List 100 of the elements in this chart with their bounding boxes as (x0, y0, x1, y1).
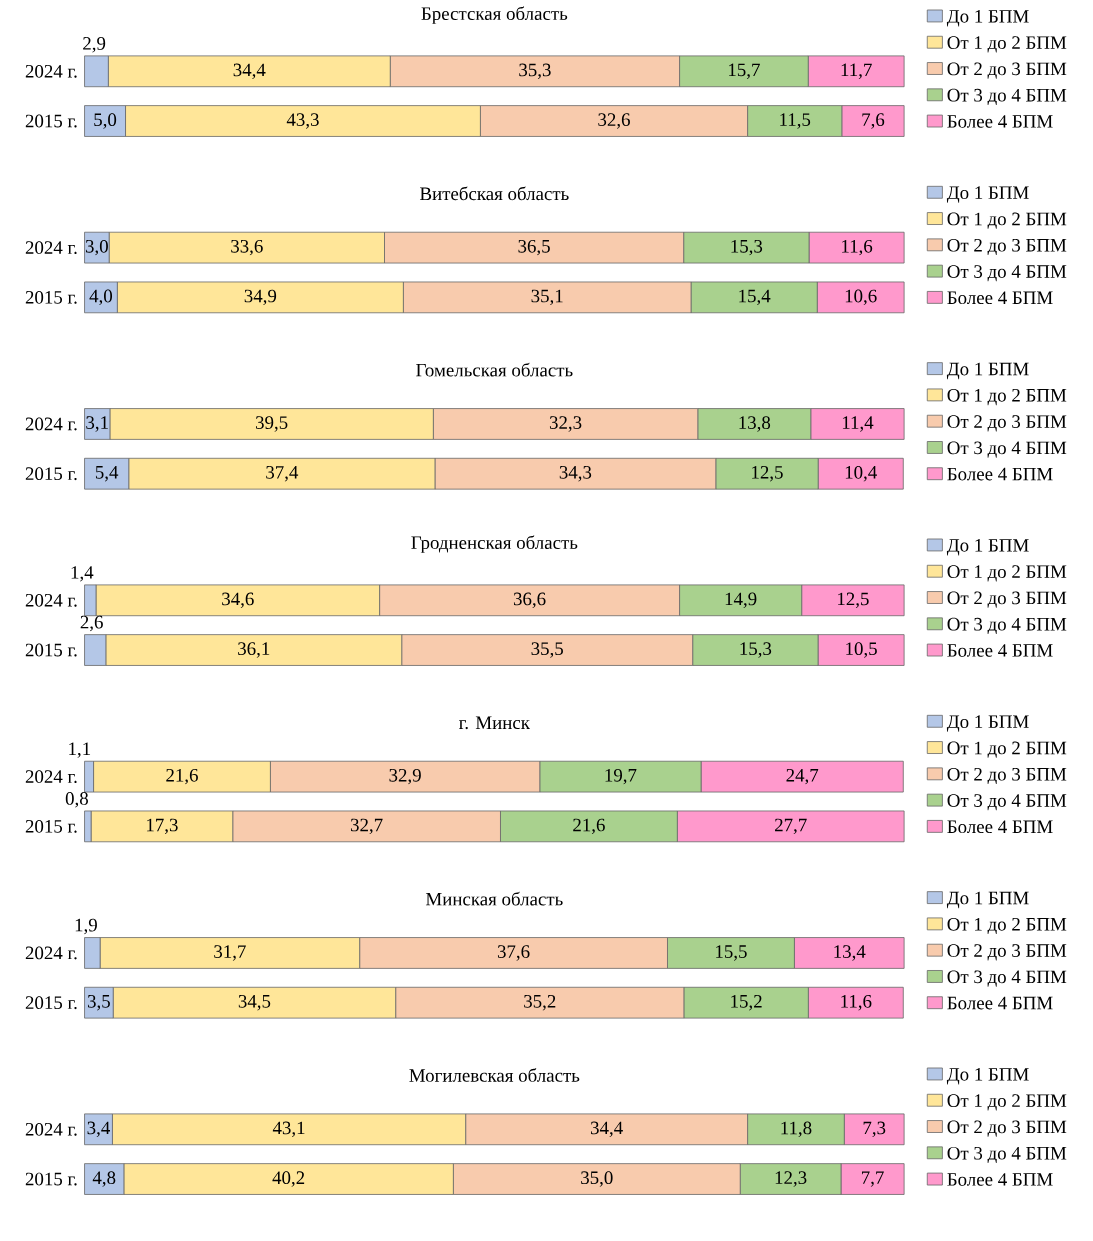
text: От 1 до 2 БПМ (947, 565, 1067, 582)
data-label: 3,5 (87, 994, 110, 1011)
data-label: 32,3 (549, 416, 582, 432)
data-label: 1,9 (75, 918, 97, 935)
data-label: 7,7 (861, 1171, 884, 1187)
data-label: 21,6 (573, 818, 605, 835)
data-label: 11,7 (841, 63, 872, 79)
data-label: 3,1 (86, 416, 108, 432)
legend-label: Более 4 БПМ (947, 115, 1053, 128)
legend-label: От 2 до 3 БПМ (947, 1120, 1067, 1137)
legend-label: Более 4 БПМ (947, 820, 1053, 834)
data-label: 33,6 (231, 239, 263, 256)
data-label: 35,0 (581, 1171, 613, 1187)
text: От 2 до 3 БПМ (947, 238, 1067, 256)
data-label: 2,6 (80, 615, 103, 632)
y-tick-label: 2024 г. (25, 1122, 77, 1136)
y-tick-label: 2024 г. (25, 593, 77, 607)
text: До 1 БПМ (946, 539, 1029, 556)
text: От 1 до 2 БПМ (947, 917, 1067, 935)
data-label: 34,9 (244, 289, 277, 306)
data-label: 2,9 (83, 37, 106, 53)
data-label: 19,7 (605, 768, 637, 785)
data-label: 36,6 (513, 592, 546, 609)
text: От 2 до 3 БПМ (947, 944, 1067, 961)
y-tick-label: 2024 г. (25, 770, 77, 784)
text: Более 4 БПМ (947, 291, 1053, 305)
y-tick-label: 2024 г. (25, 417, 77, 431)
data-label: 15,2 (731, 994, 762, 1011)
chart-title: Гомельская область (416, 362, 573, 377)
data-label: 1,1 (69, 742, 90, 758)
data-label: 5,0 (94, 113, 117, 129)
legend-label: От 2 до 3 БПМ (947, 415, 1067, 432)
y-tick-label: 2024 г. (25, 946, 77, 960)
data-label: 13,8 (739, 416, 771, 432)
data-label: 39,5 (255, 416, 288, 432)
data-label: 11,6 (842, 239, 873, 256)
chart-title: г. Минск (459, 716, 530, 730)
y-tick-label: 2015 г. (25, 290, 77, 304)
chart-title: Гродненская область (411, 535, 578, 553)
text: От 3 до 4 БПМ (947, 970, 1067, 987)
data-label: 12,3 (775, 1171, 807, 1187)
data-label: 15,3 (740, 642, 772, 658)
data-label: 7,3 (863, 1121, 886, 1138)
data-label: 34,3 (559, 466, 592, 482)
data-label: 35,3 (519, 63, 551, 80)
chart-title: Брестская область (421, 6, 568, 24)
legend-label: От 3 до 4 БПМ (947, 1146, 1067, 1164)
data-label: 12,5 (837, 592, 869, 609)
legend-label: До 1 БПМ (946, 715, 1029, 732)
data-label: 34,6 (222, 592, 254, 609)
legend-label: От 2 до 3 БПМ (947, 767, 1067, 785)
text: От 3 до 4 БПМ (947, 265, 1067, 282)
data-label: 34,4 (590, 1121, 623, 1138)
data-label: 34,5 (238, 994, 271, 1011)
data-label: 17,3 (146, 818, 178, 835)
y-tick-label: 2015 г. (25, 996, 77, 1010)
text: Более 4 БПМ (947, 644, 1053, 657)
data-label: 15,7 (728, 63, 760, 79)
data-label: 35,1 (531, 289, 563, 306)
data-label: 21,6 (166, 768, 198, 785)
data-label: 7,6 (862, 113, 885, 129)
data-label: 3,0 (85, 239, 108, 256)
y-tick-label: 2024 г. (25, 241, 77, 255)
data-label: 32,6 (598, 113, 630, 129)
legend-label: От 3 до 4 БПМ (947, 441, 1067, 458)
data-label: 10,5 (846, 642, 877, 658)
text: До 1 БПМ (946, 186, 1029, 203)
legend-label: От 1 до 2 БПМ (947, 741, 1067, 758)
legend-label: От 1 до 2 БПМ (947, 388, 1067, 406)
data-label: 27,7 (774, 818, 807, 835)
text: От 3 до 4 БПМ (947, 617, 1067, 635)
data-label: 11,6 (841, 994, 872, 1011)
data-label: 15,3 (731, 239, 763, 256)
data-label: 3,4 (87, 1121, 110, 1138)
data-label: 15,5 (716, 945, 747, 961)
legend-label: От 1 до 2 БПМ (947, 36, 1067, 53)
data-label: 40,2 (272, 1171, 305, 1187)
chart-title: Минская область (425, 891, 563, 906)
data-label: 43,3 (286, 113, 319, 129)
chart-title: Могилевская область (409, 1068, 580, 1082)
text: От 2 до 3 БПМ (947, 591, 1067, 608)
data-label: 43,1 (272, 1121, 305, 1138)
data-label: 31,7 (214, 945, 246, 961)
data-label: 4,8 (92, 1171, 116, 1187)
legend-label: До 1 БПМ (946, 1068, 1029, 1085)
data-label: 1,4 (71, 566, 94, 582)
data-label: 11,8 (781, 1121, 812, 1138)
data-label: 35,2 (524, 994, 556, 1011)
data-label: 11,4 (842, 416, 874, 432)
legend-label: До 1 БПМ (946, 10, 1029, 27)
text: От 1 до 2 БПМ (947, 212, 1067, 229)
y-tick-label: 2015 г. (25, 1172, 77, 1186)
y-tick-label: 2024 г. (25, 64, 77, 78)
legend-label: От 1 до 2 БПМ (947, 1094, 1067, 1111)
data-label: 10,4 (845, 465, 877, 482)
legend-label: Более 4 БПМ (947, 467, 1053, 481)
legend-label: От 3 до 4 БПМ (947, 794, 1067, 811)
text: Более 4 БПМ (947, 996, 1053, 1010)
data-label: 24,7 (786, 768, 819, 785)
data-label: 0,8 (65, 792, 88, 808)
